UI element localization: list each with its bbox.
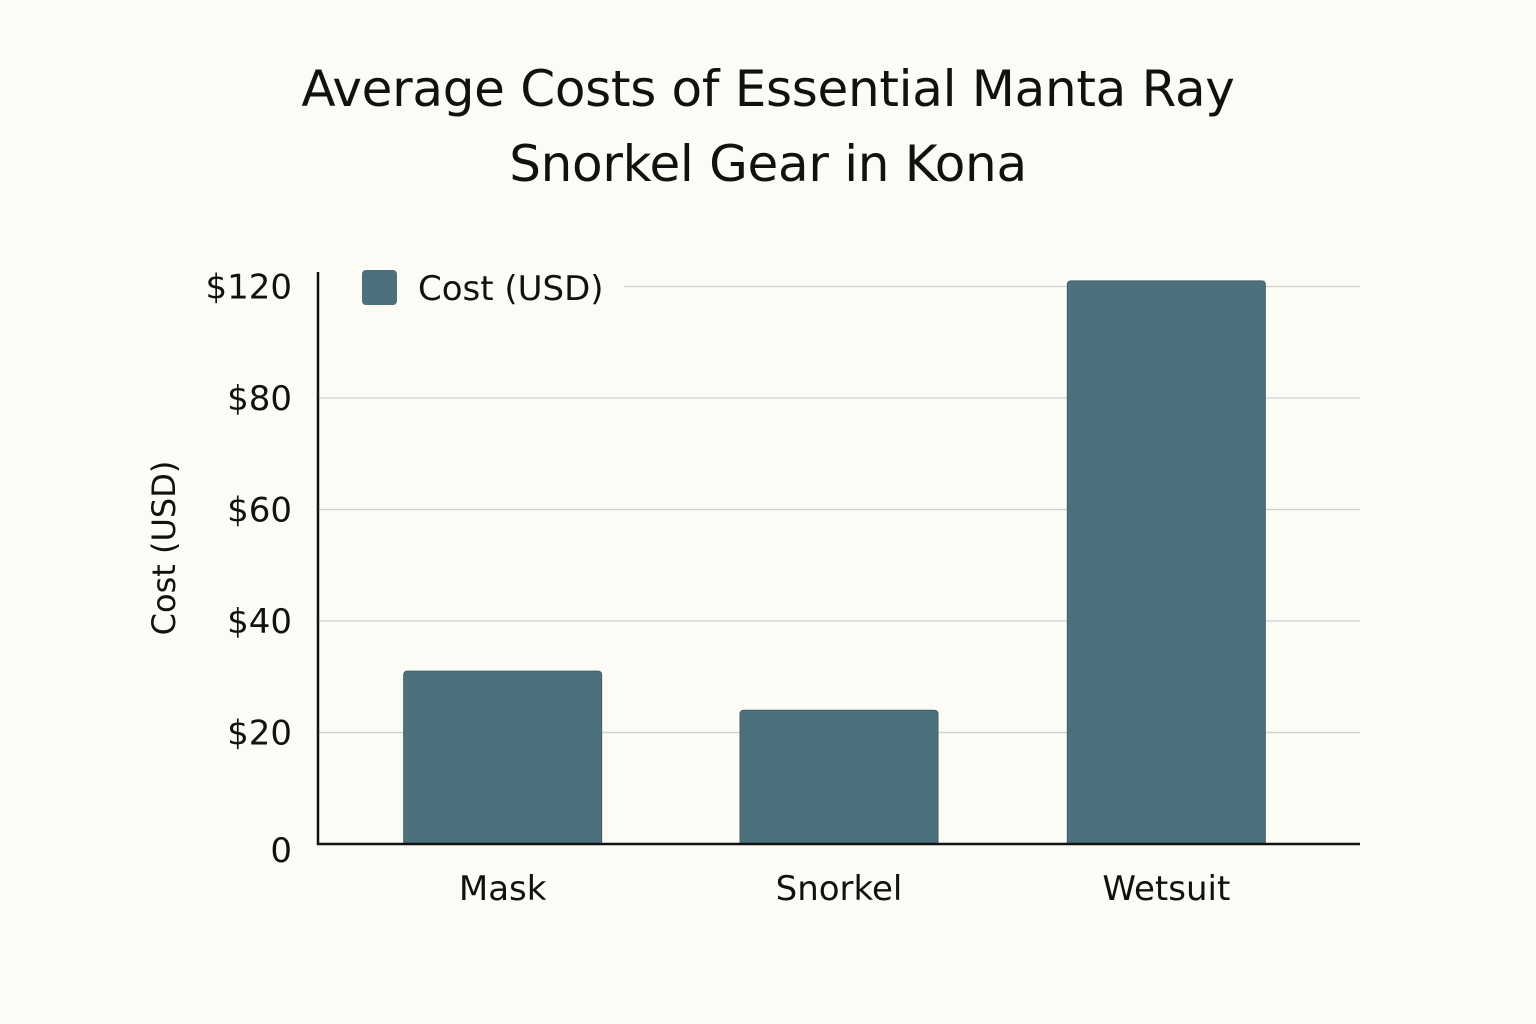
bar-snorkel — [739, 709, 939, 845]
y-tick-labels: 0 $20 $40 $60 $80 $120 — [205, 268, 292, 872]
bar-mask — [403, 670, 603, 845]
y-axis-title: Cost (USD) — [145, 461, 183, 636]
legend-label: Cost (USD) — [418, 269, 604, 309]
y-tick-label: $60 — [227, 491, 292, 531]
x-tick-label-wetsuit: Wetsuit — [1102, 869, 1230, 909]
bar-wetsuit — [1066, 280, 1266, 845]
x-tick-label-mask: Mask — [459, 869, 547, 909]
y-tick-label: $40 — [227, 602, 292, 642]
y-tick-label: $20 — [227, 714, 292, 754]
axes — [316, 272, 1360, 846]
legend: Cost (USD) — [362, 269, 604, 309]
chart-title: Average Costs of Essential Manta Ray Sno… — [0, 52, 1536, 202]
chart-title-line-1: Average Costs of Essential Manta Ray — [301, 60, 1235, 118]
y-tick-label: $80 — [227, 379, 292, 419]
x-category-labels: Mask Snorkel Wetsuit — [459, 869, 1230, 909]
legend-swatch — [362, 270, 397, 305]
chart-title-line-2: Snorkel Gear in Kona — [509, 135, 1027, 193]
y-tick-label: 0 — [270, 831, 292, 871]
y-tick-label: $120 — [205, 268, 292, 308]
bars — [403, 280, 1266, 845]
x-tick-label-snorkel: Snorkel — [776, 869, 903, 909]
